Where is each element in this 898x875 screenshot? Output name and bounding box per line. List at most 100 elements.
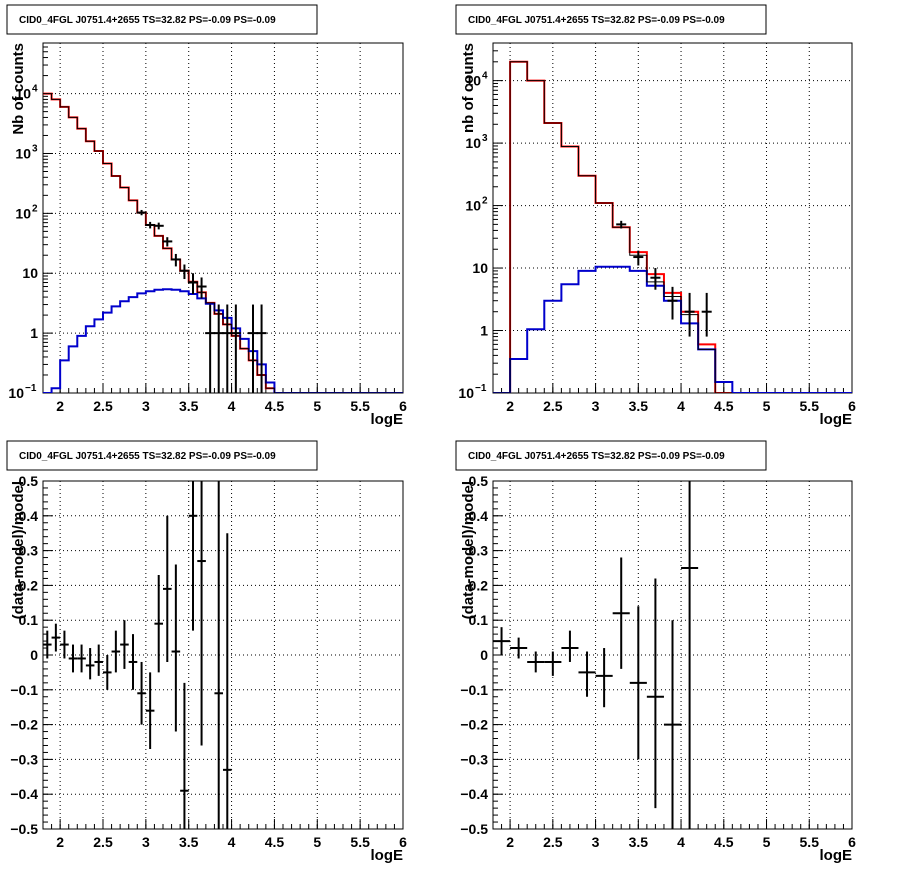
y-tick-label: −0.2 bbox=[460, 717, 488, 733]
y-tick-label: 0 bbox=[30, 647, 38, 663]
y-tick-exponent: 3 bbox=[482, 133, 488, 144]
y-tick-exponent: 4 bbox=[482, 71, 488, 82]
plot-title: CID0_4FGL J0751.4+2655 TS=32.82 PS=-0.09… bbox=[468, 451, 725, 462]
x-tick-label: 5 bbox=[763, 834, 771, 850]
x-tick-label: 2.5 bbox=[543, 398, 563, 414]
x-tick-label: 4 bbox=[228, 834, 236, 850]
y-tick-label: −0.1 bbox=[10, 682, 38, 698]
y-tick-label: 0.2 bbox=[469, 577, 489, 593]
x-axis-title: logE bbox=[820, 847, 853, 864]
x-axis-title: logE bbox=[371, 847, 404, 864]
y-tick-exponent: −1 bbox=[475, 383, 487, 394]
y-tick-label: 10 bbox=[15, 205, 31, 221]
y-tick-label: 10 bbox=[458, 385, 474, 401]
y-tick-label: 10 bbox=[465, 135, 481, 151]
plot-title: CID0_4FGL J0751.4+2655 TS=32.82 PS=-0.09… bbox=[19, 15, 276, 26]
x-tick-label: 2.5 bbox=[543, 834, 563, 850]
x-tick-label: 5.5 bbox=[800, 834, 820, 850]
x-tick-label: 4.5 bbox=[265, 834, 285, 850]
x-tick-label: 3.5 bbox=[629, 398, 649, 414]
y-tick-label: −0.4 bbox=[460, 786, 488, 802]
y-tick-label: 0.3 bbox=[469, 543, 489, 559]
y-tick-label: −0.5 bbox=[10, 821, 38, 837]
data-layer bbox=[43, 481, 232, 829]
y-tick-label: 0.3 bbox=[19, 543, 39, 559]
plot-frame bbox=[42, 42, 404, 394]
x-tick-label: 4 bbox=[228, 398, 236, 414]
y-tick-label: 0.2 bbox=[19, 577, 39, 593]
plot-frame bbox=[492, 42, 853, 394]
data-layer bbox=[43, 92, 403, 393]
y-tick-label: −0.2 bbox=[10, 717, 38, 733]
x-tick-label: 3 bbox=[592, 834, 600, 850]
y-tick-label: 0.5 bbox=[469, 473, 489, 489]
y-tick-label: −0.5 bbox=[460, 821, 488, 837]
y-tick-label: 10 bbox=[472, 260, 488, 276]
x-tick-label: 5 bbox=[313, 834, 321, 850]
x-tick-label: 2 bbox=[506, 398, 514, 414]
histogram-background-component bbox=[43, 288, 403, 393]
plot-panel-3: 2 2.5 3 3.5 4 4.5 5 5.5 6 −0.5 −0.4 −0.3 −0.2 −0.1 0 0.… bbox=[6, 440, 407, 864]
x-tick-label: 4.5 bbox=[714, 398, 734, 414]
x-tick-label: 3.5 bbox=[179, 834, 199, 850]
y-axis-title: Nb of counts bbox=[10, 43, 27, 135]
y-tick-label: 10 bbox=[15, 145, 31, 161]
x-tick-label: 3.5 bbox=[629, 834, 649, 850]
x-tick-label: 4.5 bbox=[714, 834, 734, 850]
y-tick-label: 10 bbox=[465, 198, 481, 214]
x-tick-label: 2 bbox=[506, 834, 514, 850]
y-tick-label: 10 bbox=[8, 385, 24, 401]
y-tick-label: −0.3 bbox=[10, 751, 38, 767]
y-tick-label: 1 bbox=[30, 325, 38, 341]
x-tick-label: 5.5 bbox=[350, 398, 370, 414]
plot-title-box bbox=[6, 440, 318, 471]
y-tick-label: 0.4 bbox=[469, 508, 489, 524]
plot-title: CID0_4FGL J0751.4+2655 TS=32.82 PS=-0.09… bbox=[468, 15, 725, 26]
x-tick-label: 4.5 bbox=[265, 398, 285, 414]
y-tick-label: −0.3 bbox=[460, 751, 488, 767]
data-layer bbox=[493, 481, 699, 829]
x-tick-label: 4 bbox=[677, 834, 685, 850]
x-tick-label: 3 bbox=[592, 398, 600, 414]
x-tick-label: 4 bbox=[677, 398, 685, 414]
histogram-model-overlay bbox=[43, 93, 403, 393]
y-tick-label: 1 bbox=[480, 323, 488, 339]
y-tick-exponent: −1 bbox=[25, 383, 37, 394]
y-tick-exponent: 4 bbox=[32, 84, 38, 95]
x-tick-label: 6 bbox=[399, 834, 407, 850]
data-layer bbox=[493, 60, 852, 393]
y-tick-label: −0.4 bbox=[10, 786, 38, 802]
y-tick-label: 10 bbox=[465, 73, 481, 89]
x-tick-label: 6 bbox=[848, 398, 856, 414]
x-tick-label: 2.5 bbox=[93, 834, 113, 850]
y-tick-label: 10 bbox=[22, 265, 38, 281]
plot-panel-4: 2 2.5 3 3.5 4 4.5 5 5.5 6 −0.5 −0.4 −0.3 −0.2 −0.1 0 0.… bbox=[455, 440, 856, 864]
y-tick-exponent: 3 bbox=[32, 143, 38, 154]
y-tick-label: 0.4 bbox=[19, 508, 39, 524]
y-tick-label: 0.5 bbox=[19, 473, 39, 489]
y-tick-label: 0.1 bbox=[19, 612, 39, 628]
x-tick-label: 2 bbox=[56, 834, 64, 850]
y-tick-exponent: 2 bbox=[482, 196, 488, 207]
plot-title-box bbox=[455, 440, 767, 471]
x-axis-title: logE bbox=[371, 411, 404, 428]
x-tick-label: 3 bbox=[142, 398, 150, 414]
x-tick-label: 3 bbox=[142, 834, 150, 850]
y-tick-exponent: 2 bbox=[32, 203, 38, 214]
histogram-model-total bbox=[43, 92, 403, 393]
x-tick-label: 5.5 bbox=[800, 398, 820, 414]
x-axis-title: logE bbox=[820, 411, 853, 428]
y-axis-title: nb of counts bbox=[460, 43, 477, 133]
y-axis-title: (data-model)/model bbox=[460, 481, 477, 619]
x-tick-label: 6 bbox=[848, 834, 856, 850]
plot-title: CID0_4FGL J0751.4+2655 TS=32.82 PS=-0.09… bbox=[19, 451, 276, 462]
y-tick-label: 0.1 bbox=[469, 612, 489, 628]
y-tick-label: 0 bbox=[480, 647, 488, 663]
x-tick-label: 5 bbox=[763, 398, 771, 414]
x-tick-label: 2 bbox=[56, 398, 64, 414]
x-tick-label: 5.5 bbox=[350, 834, 370, 850]
histogram-model-overlay bbox=[493, 61, 733, 393]
